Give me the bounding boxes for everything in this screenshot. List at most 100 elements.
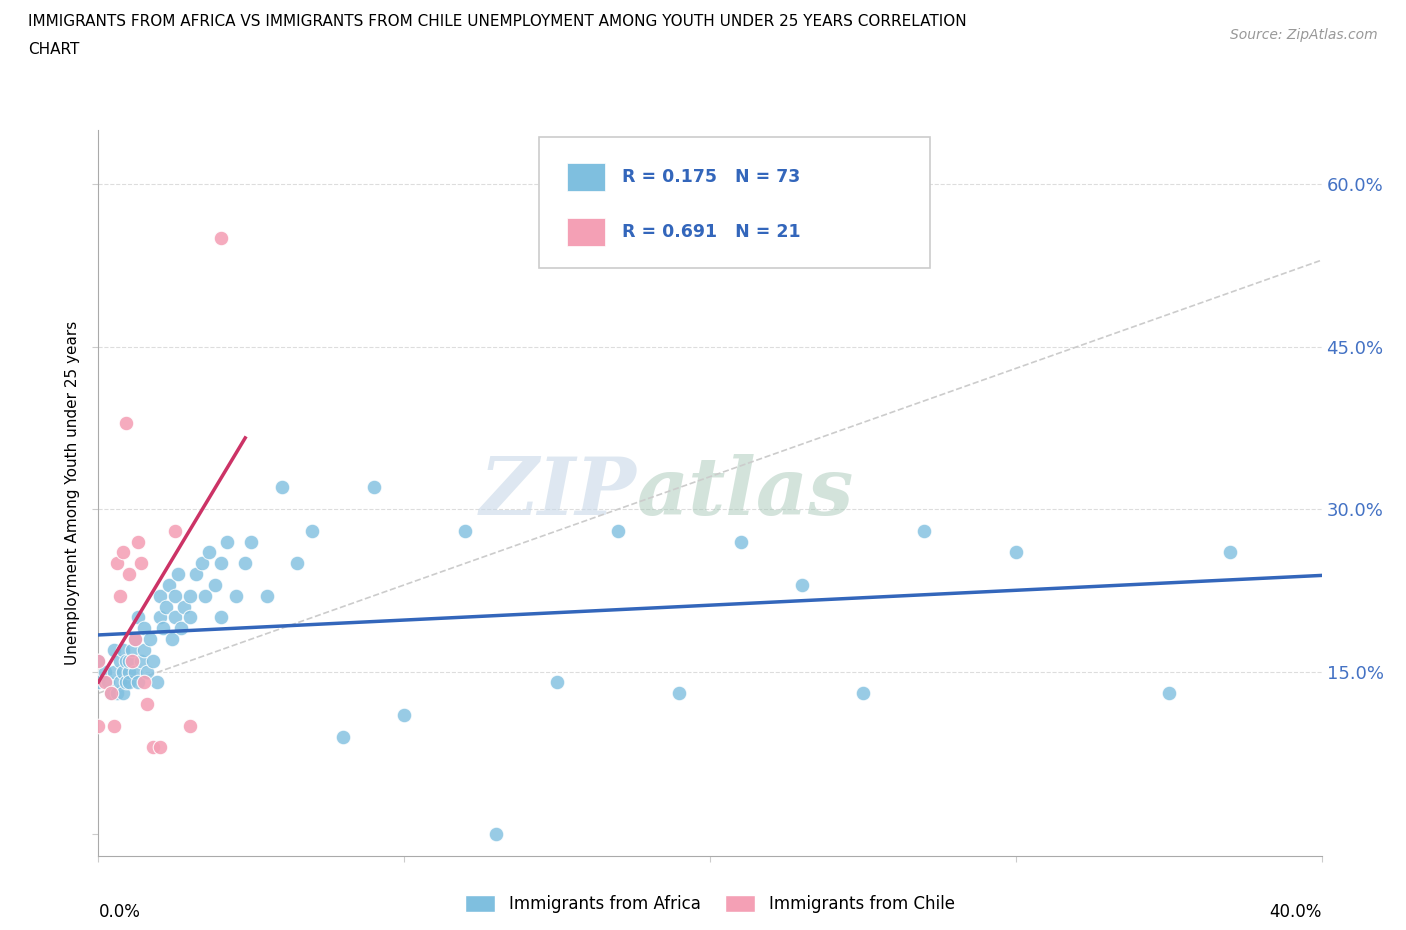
Point: [87, 675, 110, 690]
Point: [136, 664, 159, 679]
Point: [186, 566, 208, 581]
Point: [215, 534, 238, 549]
Point: [105, 685, 128, 700]
Point: [103, 664, 125, 679]
Point: [1004, 545, 1026, 560]
Point: [134, 621, 156, 636]
Point: [209, 556, 232, 571]
Point: [108, 589, 131, 604]
Point: [607, 524, 630, 538]
Point: [170, 621, 193, 636]
Point: [142, 740, 165, 755]
Legend: Immigrants from Africa, Immigrants from Chile: Immigrants from Africa, Immigrants from …: [458, 888, 962, 920]
Point: [87, 653, 110, 668]
Point: [103, 643, 125, 658]
Point: [485, 827, 508, 842]
Point: [121, 643, 143, 658]
Point: [97, 675, 120, 690]
Point: [173, 599, 195, 614]
Point: [225, 589, 247, 604]
Point: [108, 675, 131, 690]
Point: [127, 534, 149, 549]
Point: [163, 589, 186, 604]
Point: [149, 610, 172, 625]
Point: [129, 556, 152, 571]
Point: [209, 231, 232, 246]
Text: atlas: atlas: [637, 454, 853, 532]
Point: [139, 631, 162, 646]
Point: [121, 653, 143, 668]
FancyBboxPatch shape: [538, 138, 931, 268]
Point: [152, 621, 174, 636]
Point: [111, 643, 134, 658]
Point: [392, 708, 416, 723]
Point: [118, 664, 141, 679]
Point: [124, 631, 146, 646]
Point: [204, 578, 226, 592]
Point: [1157, 685, 1180, 700]
Text: ZIP: ZIP: [479, 454, 637, 532]
Point: [179, 610, 201, 625]
Point: [157, 578, 180, 592]
Text: Source: ZipAtlas.com: Source: ZipAtlas.com: [1230, 28, 1378, 42]
Point: [145, 675, 167, 690]
Point: [194, 589, 217, 604]
Point: [285, 556, 308, 571]
Point: [730, 534, 752, 549]
Point: [191, 556, 214, 571]
Point: [363, 480, 385, 495]
Point: [118, 566, 141, 581]
Point: [118, 675, 141, 690]
Point: [87, 718, 110, 733]
Point: [912, 524, 935, 538]
Point: [103, 718, 125, 733]
Point: [100, 685, 122, 700]
Point: [111, 685, 134, 700]
Point: [852, 685, 875, 700]
Point: [668, 685, 690, 700]
Point: [100, 685, 122, 700]
Point: [209, 610, 232, 625]
Point: [790, 578, 813, 592]
Point: [93, 664, 115, 679]
Point: [111, 664, 134, 679]
Point: [1219, 545, 1241, 560]
Point: [129, 653, 152, 668]
Text: 0.0%: 0.0%: [98, 903, 141, 921]
FancyBboxPatch shape: [567, 163, 605, 191]
Point: [136, 697, 159, 711]
Point: [149, 589, 172, 604]
Point: [270, 480, 292, 495]
Point: [197, 545, 219, 560]
Point: [134, 643, 156, 658]
Point: [546, 675, 568, 690]
Point: [134, 675, 156, 690]
Point: [179, 589, 201, 604]
Point: [160, 631, 183, 646]
Point: [167, 566, 190, 581]
Text: R = 0.691   N = 21: R = 0.691 N = 21: [621, 222, 800, 241]
Point: [93, 675, 115, 690]
Point: [105, 556, 128, 571]
Point: [111, 545, 134, 560]
Point: [149, 740, 172, 755]
Point: [155, 599, 177, 614]
Point: [124, 631, 146, 646]
Point: [124, 664, 146, 679]
Point: [233, 556, 256, 571]
Text: CHART: CHART: [28, 42, 80, 57]
Point: [163, 610, 186, 625]
Point: [87, 653, 110, 668]
Text: 40.0%: 40.0%: [1270, 903, 1322, 921]
Point: [332, 729, 354, 744]
Point: [240, 534, 263, 549]
Point: [301, 524, 323, 538]
Point: [256, 589, 278, 604]
Text: R = 0.175   N = 73: R = 0.175 N = 73: [621, 168, 800, 186]
Point: [454, 524, 477, 538]
FancyBboxPatch shape: [567, 218, 605, 246]
Text: IMMIGRANTS FROM AFRICA VS IMMIGRANTS FROM CHILE UNEMPLOYMENT AMONG YOUTH UNDER 2: IMMIGRANTS FROM AFRICA VS IMMIGRANTS FRO…: [28, 14, 967, 29]
Point: [142, 653, 165, 668]
Point: [163, 524, 186, 538]
Point: [108, 653, 131, 668]
